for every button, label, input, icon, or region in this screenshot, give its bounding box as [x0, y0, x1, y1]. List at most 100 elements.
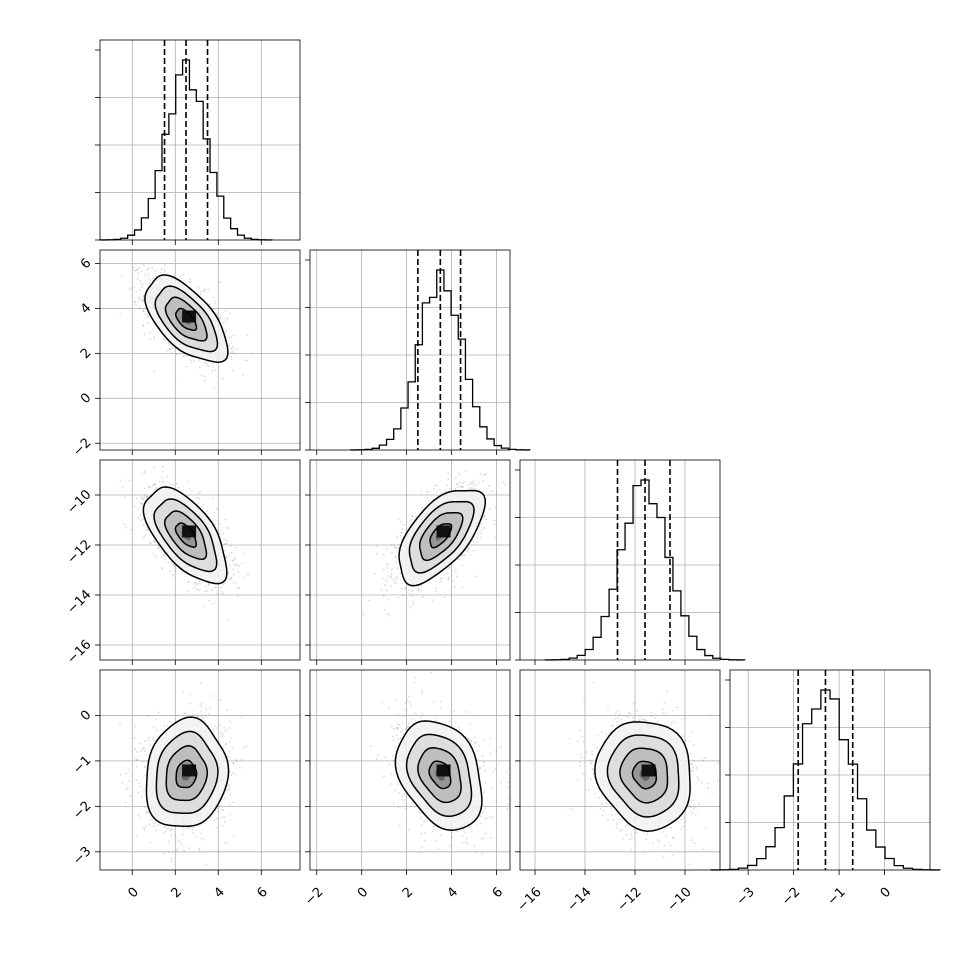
- scatter-point: [484, 515, 486, 517]
- y-tick-label: 4: [78, 301, 94, 317]
- scatter-point: [401, 528, 403, 530]
- scatter-point: [205, 586, 207, 588]
- scatter-point: [481, 529, 483, 531]
- scatter-point: [246, 360, 248, 362]
- scatter-point: [200, 293, 202, 295]
- scatter-point: [182, 691, 184, 693]
- scatter-point: [229, 741, 231, 743]
- scatter-point: [473, 541, 475, 543]
- scatter-point: [143, 536, 145, 538]
- scatter-point: [247, 574, 249, 576]
- scatter-point: [470, 483, 472, 485]
- scatter-point: [164, 558, 166, 560]
- scatter-point: [397, 597, 399, 599]
- scatter-point: [199, 580, 201, 582]
- scatter-point: [167, 852, 169, 854]
- scatter-point: [224, 519, 226, 521]
- x-tick-label: −3: [734, 885, 758, 909]
- scatter-point: [485, 518, 487, 520]
- scatter-point: [145, 826, 147, 828]
- scatter-point: [144, 488, 146, 490]
- scatter-point: [228, 789, 230, 791]
- scatter-point: [220, 699, 222, 701]
- scatter-point: [198, 287, 200, 289]
- scatter-point: [208, 713, 210, 715]
- scatter-point: [480, 537, 482, 539]
- scatter-point: [134, 286, 136, 288]
- scatter-point: [368, 599, 370, 601]
- scatter-point: [138, 814, 140, 816]
- scatter-point: [208, 585, 210, 587]
- scatter-point: [225, 321, 227, 323]
- scatter-point: [183, 274, 185, 276]
- scatter-point: [163, 554, 165, 556]
- scatter-point: [171, 561, 173, 563]
- scatter-point: [166, 476, 168, 478]
- scatter-point: [394, 556, 396, 558]
- scatter-point: [374, 573, 376, 575]
- scatter-point: [169, 570, 171, 572]
- scatter-point: [234, 564, 236, 566]
- scatter-point: [436, 491, 438, 493]
- scatter-point: [444, 596, 446, 598]
- scatter-point: [494, 519, 496, 521]
- scatter-point: [448, 576, 450, 578]
- scatter-point: [207, 365, 209, 367]
- scatter-point: [480, 523, 482, 525]
- scatter-point: [198, 498, 200, 500]
- scatter-point: [197, 583, 199, 585]
- scatter-point: [217, 593, 219, 595]
- scatter-point: [193, 360, 195, 362]
- y-tick-label: −16: [64, 637, 94, 667]
- scatter-point: [235, 583, 237, 585]
- scatter-point: [149, 842, 151, 844]
- scatter-point: [447, 484, 449, 486]
- scatter-point: [478, 482, 480, 484]
- scatter-point: [233, 574, 235, 576]
- scatter-point: [198, 502, 200, 504]
- scatter-point: [409, 524, 411, 526]
- scatter-point: [228, 345, 230, 347]
- scatter-point: [134, 506, 136, 508]
- scatter-point: [199, 589, 201, 591]
- scatter-point: [459, 481, 461, 483]
- scatter-point: [226, 729, 228, 731]
- scatter-point: [447, 572, 449, 574]
- scatter-point: [174, 570, 176, 572]
- scatter-point: [393, 582, 395, 584]
- scatter-point: [388, 599, 390, 601]
- scatter-point: [177, 487, 179, 489]
- scatter-point: [141, 503, 143, 505]
- scatter-point: [465, 470, 467, 472]
- scatter-point: [153, 338, 155, 340]
- scatter-point: [235, 349, 237, 351]
- scatter-point: [187, 481, 189, 483]
- scatter-point: [458, 473, 460, 475]
- scatter-point: [196, 588, 198, 590]
- scatter-point: [237, 571, 239, 573]
- scatter-point: [143, 524, 145, 526]
- scatter-point: [191, 362, 193, 364]
- scatter-point: [229, 751, 231, 753]
- scatter-point: [152, 328, 154, 330]
- scatter-point: [383, 569, 385, 571]
- scatter-point: [164, 269, 166, 271]
- scatter-point: [471, 487, 473, 489]
- scatter-point: [125, 527, 127, 529]
- scatter-point: [201, 718, 203, 720]
- scatter-point: [230, 737, 232, 739]
- scatter-point: [203, 606, 205, 608]
- scatter-point: [463, 481, 465, 483]
- scatter-point: [141, 473, 143, 475]
- scatter-point: [137, 269, 139, 271]
- scatter-point: [169, 348, 171, 350]
- scatter-point: [447, 478, 449, 480]
- scatter-point: [208, 583, 210, 585]
- scatter-point: [173, 347, 175, 349]
- x-tick-label: −2: [779, 885, 803, 909]
- scatter-point: [397, 567, 399, 569]
- scatter-point: [121, 275, 123, 277]
- scatter-point: [427, 491, 429, 493]
- scatter-point: [235, 564, 237, 566]
